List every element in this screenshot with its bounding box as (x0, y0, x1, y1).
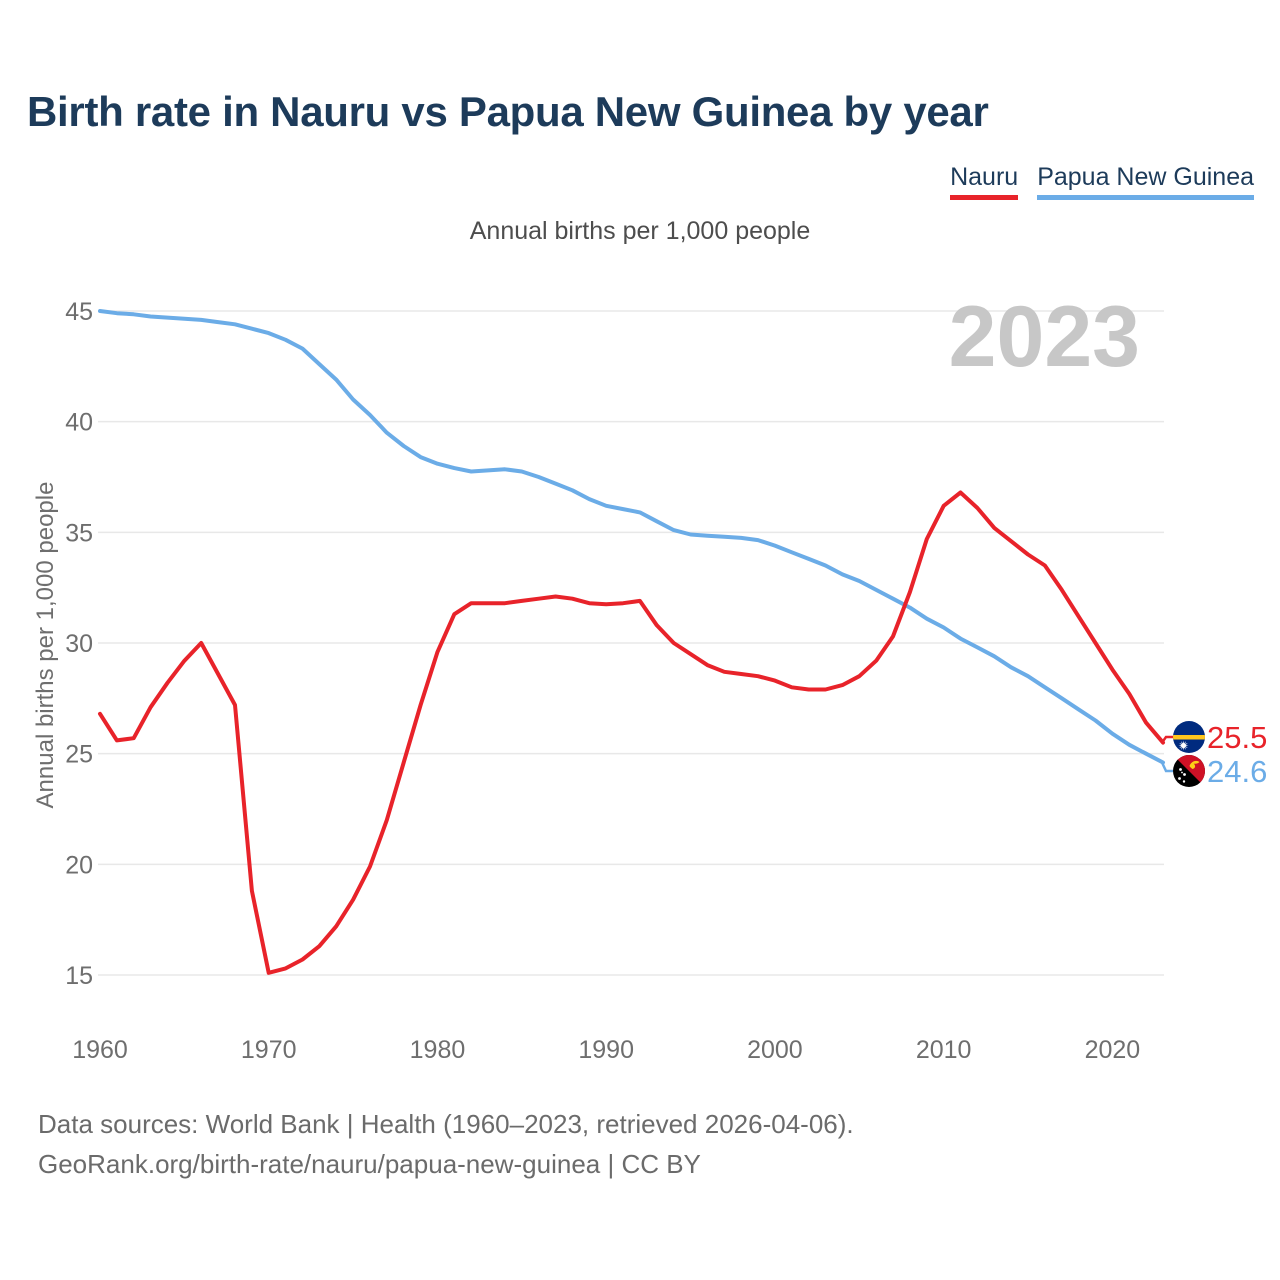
papua-new-guinea-end-value: 24.6 (1207, 754, 1267, 789)
x-tick-label: 1990 (578, 1036, 634, 1064)
legend-label-papua-new-guinea: Papua New Guinea (1037, 163, 1254, 191)
footer: Data sources: World Bank | Health (1960–… (38, 1104, 854, 1184)
nauru-end-connector (1160, 735, 1173, 744)
legend-bar-papua-new-guinea (1037, 195, 1254, 200)
legend-item-papua-new-guinea[interactable]: Papua New Guinea (1037, 163, 1254, 200)
y-tick-labels: 15 20 25 30 35 40 45 (65, 298, 93, 990)
x-tick-label: 1970 (241, 1036, 297, 1064)
footer-data-sources: Data sources: World Bank | Health (1960–… (38, 1109, 854, 1139)
x-tick-label: 1980 (410, 1036, 466, 1064)
papua-new-guinea-line (98, 309, 1165, 765)
legend: Nauru Papua New Guinea (950, 163, 1254, 200)
y-tick-label: 45 (65, 298, 93, 326)
papua-new-guinea-flag-icon (1173, 755, 1205, 787)
y-tick-label: 35 (65, 519, 93, 547)
chart-subtitle: Annual births per 1,000 people (469, 217, 811, 245)
x-tick-labels: 1960 1970 1980 1990 2000 2010 2020 (72, 1036, 1140, 1064)
legend-label-nauru: Nauru (950, 163, 1019, 191)
nauru-line (98, 490, 1165, 975)
nauru-flag-icon (1173, 721, 1205, 753)
footer-attribution: GeoRank.org/birth-rate/nauru/papua-new-g… (38, 1149, 701, 1179)
y-tick-label: 25 (65, 741, 93, 769)
x-tick-label: 2010 (916, 1036, 972, 1064)
y-tick-label: 15 (65, 962, 93, 990)
gridlines (98, 310, 1164, 976)
y-tick-label: 20 (65, 851, 93, 879)
papua-new-guinea-end-connector (1160, 761, 1173, 773)
y-tick-label: 40 (65, 409, 93, 437)
legend-bar-nauru (950, 195, 1019, 200)
x-tick-label: 1960 (72, 1036, 128, 1064)
chart-watermark: 2023 (949, 289, 1140, 385)
legend-item-nauru[interactable]: Nauru (950, 163, 1019, 200)
x-tick-label: 2000 (747, 1036, 803, 1064)
x-tick-label: 2020 (1085, 1036, 1141, 1064)
y-tick-label: 30 (65, 630, 93, 658)
chart-title: Birth rate in Nauru vs Papua New Guinea … (27, 88, 989, 135)
nauru-end-value: 25.5 (1207, 720, 1267, 755)
